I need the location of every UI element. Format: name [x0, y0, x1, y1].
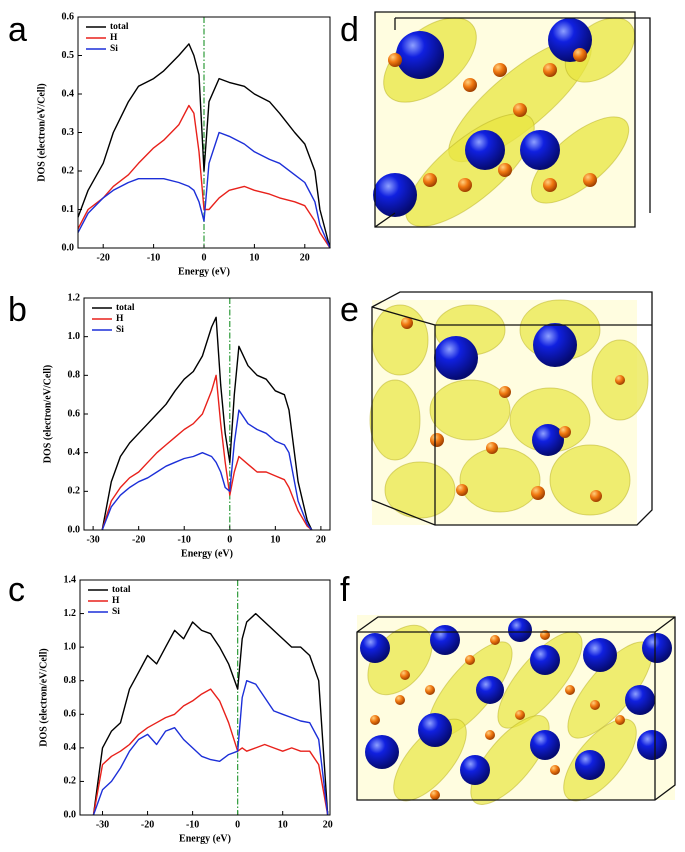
y-tick-label: 0.3 — [62, 127, 75, 138]
panel-letter: d — [340, 11, 359, 49]
legend-label: H — [112, 596, 120, 606]
x-tick-label: 10 — [278, 819, 288, 830]
structure-d — [373, 11, 651, 228]
x-tick-label: 20 — [316, 534, 326, 545]
series-line — [92, 680, 329, 816]
y-tick-label: 0.8 — [64, 675, 77, 686]
y-tick-label: 0.0 — [62, 242, 75, 253]
y-tick-label: 0.6 — [62, 11, 75, 22]
y-tick-label: 0.2 — [64, 776, 77, 787]
legend-label: Si — [110, 44, 118, 54]
y-axis-title: DOS (electron/eV/Cell) — [42, 365, 53, 463]
x-tick-label: 20 — [300, 252, 310, 263]
x-tick-label: 10 — [249, 252, 259, 263]
x-axis-title: Energy (eV) — [181, 548, 233, 559]
plot-frame — [77, 16, 331, 249]
series-line — [101, 409, 313, 531]
y-tick-label: 1.0 — [64, 641, 77, 652]
x-tick-label: 0 — [235, 819, 240, 830]
series-line — [77, 131, 331, 249]
panel-letter: a — [8, 11, 27, 49]
y-tick-label: 0.2 — [68, 486, 81, 497]
y-tick-label: 1.2 — [68, 292, 81, 303]
panel-letter: e — [340, 291, 359, 329]
series-line — [92, 688, 329, 816]
y-tick-label: 1.2 — [64, 608, 77, 619]
y-tick-label: 0.4 — [68, 447, 81, 458]
x-tick-label: -30 — [86, 534, 99, 545]
y-tick-label: 1.0 — [68, 331, 81, 342]
legend-label: H — [116, 314, 124, 324]
x-tick-label: 20 — [323, 819, 333, 830]
y-tick-label: 0.4 — [64, 742, 77, 753]
plot-frame — [83, 297, 331, 531]
x-tick-label: -30 — [96, 819, 109, 830]
y-tick-label: 0.2 — [62, 165, 75, 176]
x-tick-label: -20 — [141, 819, 154, 830]
legend-label: total — [116, 303, 135, 313]
legend-label: total — [110, 22, 129, 32]
structure-f — [356, 615, 676, 805]
plot-frame — [79, 579, 331, 816]
x-tick-label: -10 — [186, 819, 199, 830]
y-tick-label: 0.1 — [62, 204, 75, 215]
y-tick-label: 0.5 — [62, 50, 75, 61]
structure-e — [369, 291, 653, 526]
x-tick-label: -20 — [97, 252, 110, 263]
x-tick-label: -10 — [178, 534, 191, 545]
series-line — [77, 104, 331, 249]
y-axis-title: DOS (electron/eV/Cell) — [38, 648, 49, 746]
legend-label: H — [110, 33, 118, 43]
y-axis-title: DOS (electron/eV/Cell) — [36, 83, 47, 181]
x-tick-label: 0 — [227, 534, 232, 545]
series-line — [77, 43, 331, 249]
panel-letter: f — [340, 571, 350, 609]
y-tick-label: 0.8 — [68, 370, 81, 381]
panel-letter: b — [8, 291, 27, 329]
series-line — [101, 374, 313, 531]
y-tick-label: 0.6 — [64, 709, 77, 720]
y-tick-label: 0.0 — [68, 524, 81, 535]
x-tick-label: 0 — [202, 252, 207, 263]
series-line — [92, 612, 329, 816]
x-tick-label: 10 — [270, 534, 280, 545]
x-axis-title: Energy (eV) — [179, 833, 231, 844]
y-tick-label: 0.6 — [68, 408, 81, 419]
legend-label: Si — [116, 325, 124, 335]
x-tick-label: -10 — [147, 252, 160, 263]
x-tick-label: -20 — [132, 534, 145, 545]
y-tick-label: 0.4 — [62, 88, 75, 99]
series-line — [101, 316, 313, 531]
legend-label: Si — [112, 607, 120, 617]
y-tick-label: 0.0 — [64, 809, 77, 820]
x-axis-title: Energy (eV) — [178, 266, 230, 277]
y-tick-label: 1.4 — [64, 574, 77, 585]
legend-label: total — [112, 585, 131, 595]
panel-letter: c — [8, 571, 25, 609]
